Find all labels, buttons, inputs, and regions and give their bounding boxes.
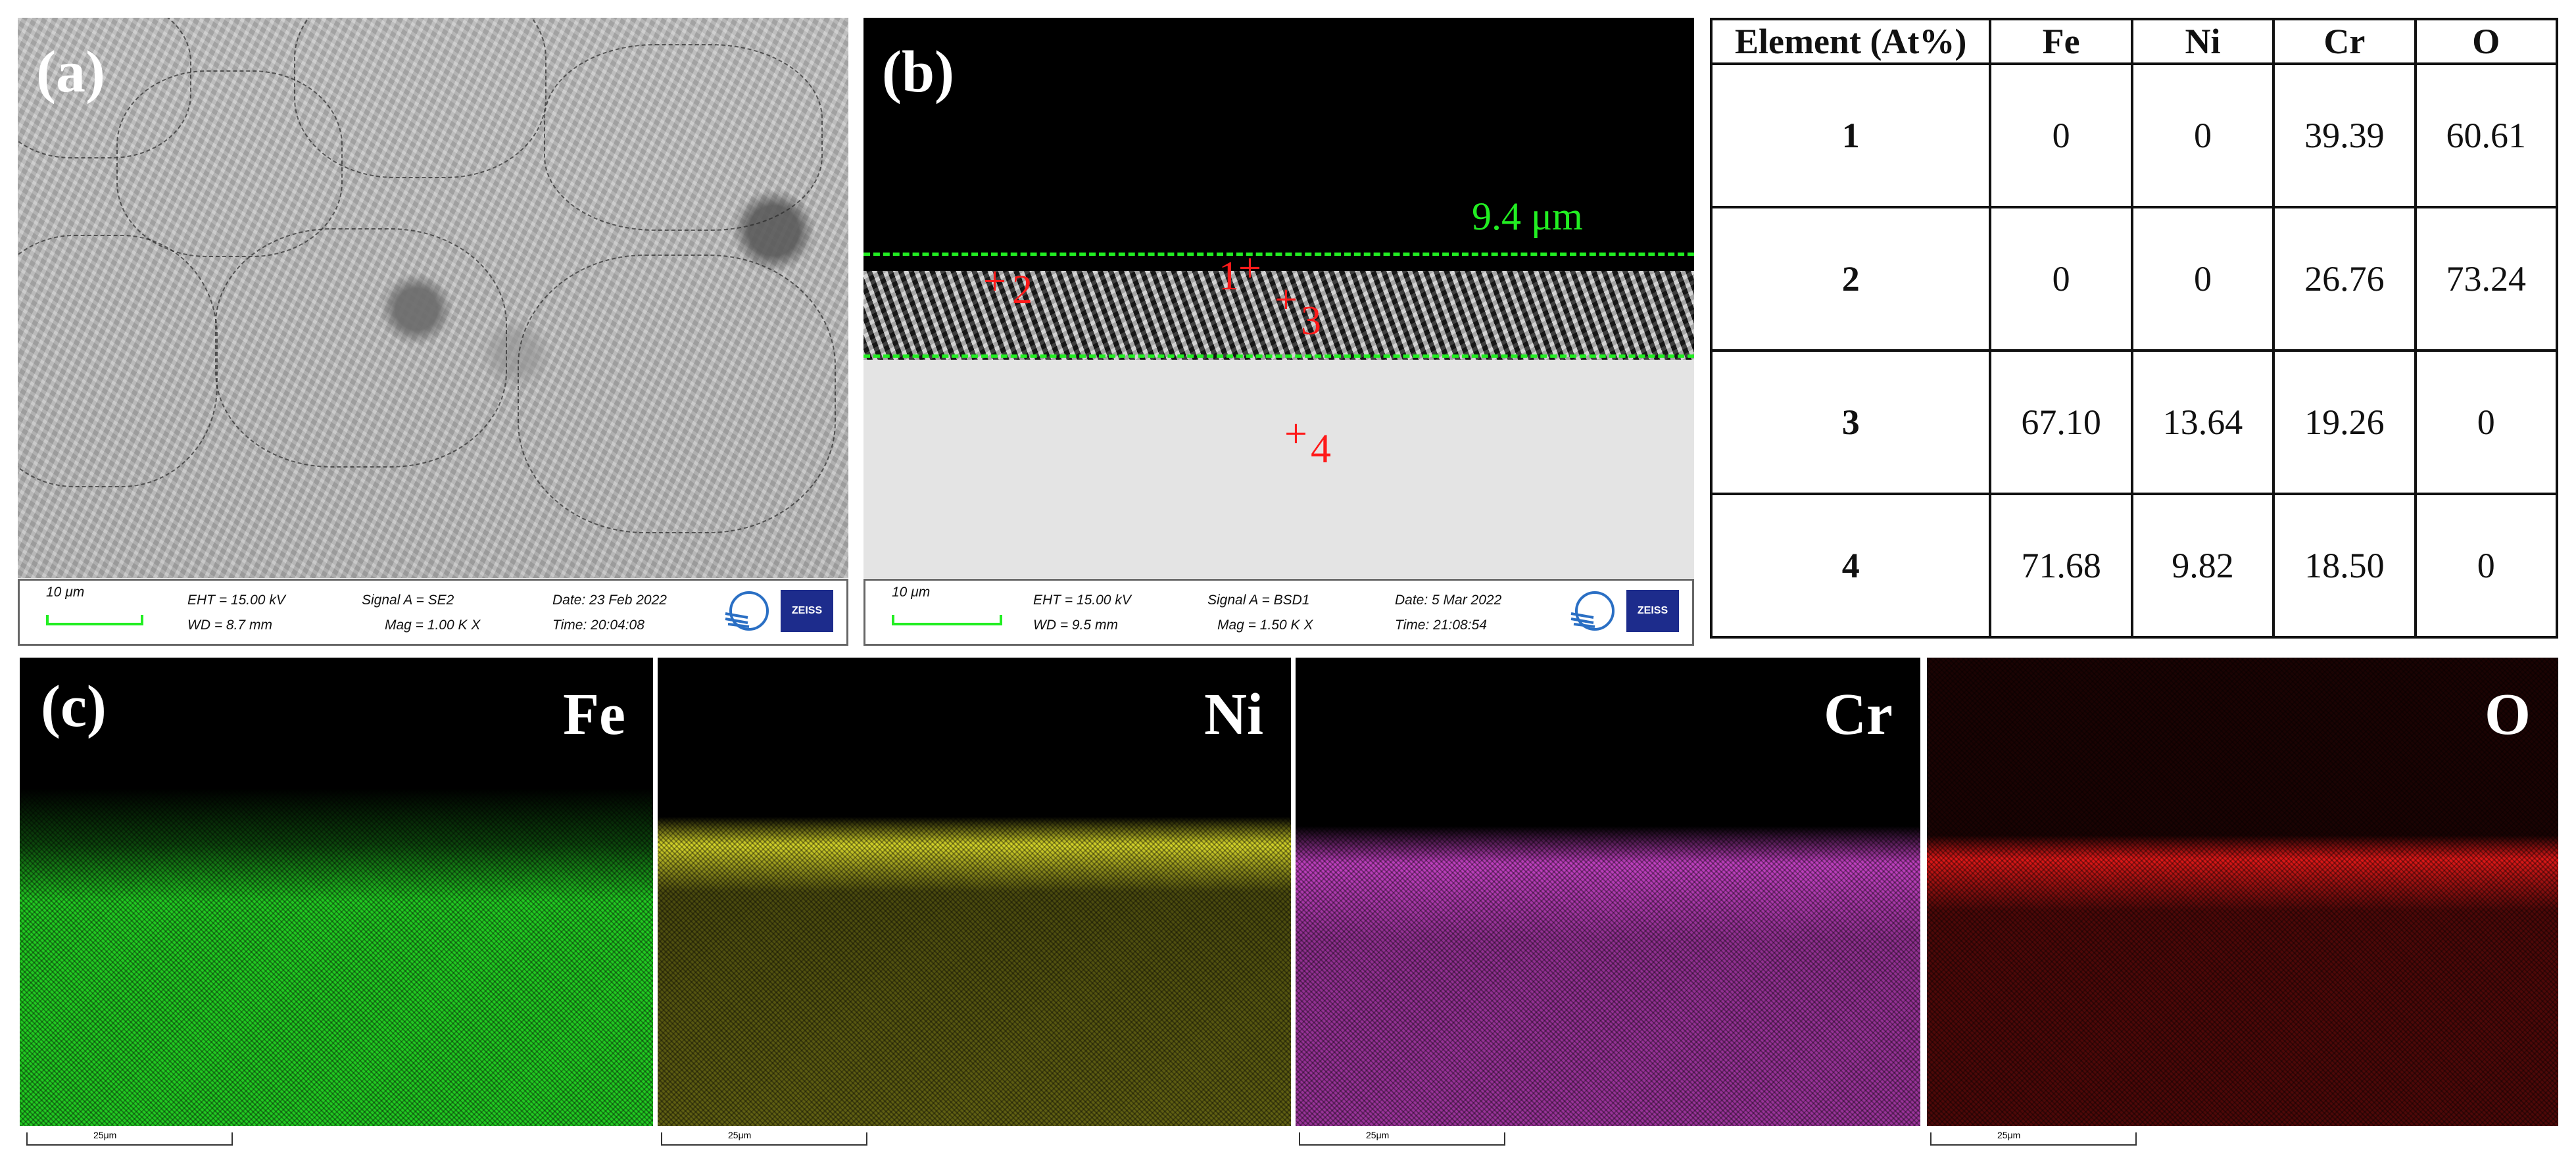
eds-map-fe: (c) Fe (20, 658, 653, 1126)
cell-cr: 26.76 (2272, 206, 2417, 352)
cell-o: 60.61 (2414, 62, 2559, 208)
date-text: Date: 5 Mar 2022 (1395, 593, 1502, 608)
oxide-layer (863, 271, 1694, 363)
grain-boundary (18, 235, 218, 487)
panel-label-b: (b) (882, 39, 954, 105)
point-label-2: 2 (1012, 268, 1033, 312)
row-id: 4 (1709, 493, 1992, 639)
header-o: O (2414, 18, 2559, 65)
eds-map-cr: Cr (1296, 658, 1920, 1126)
scale-bar (892, 615, 1002, 625)
cell-ni: 0 (2130, 62, 2275, 208)
eht-text: EHT = 15.00 kV (187, 593, 285, 608)
row-id: 3 (1709, 349, 1992, 495)
point-marker-1: + (1238, 246, 1261, 291)
header-cr: Cr (2272, 18, 2417, 65)
table-row: 1 0 0 39.39 60.61 (1709, 62, 2559, 208)
cell-ni: 0 (2130, 206, 2275, 352)
mag-text: Mag = 1.00 K X (385, 618, 481, 633)
mag-text: Mag = 1.50 K X (1217, 618, 1313, 633)
cell-o: 73.24 (2414, 206, 2559, 352)
row-id: 1 (1709, 62, 1992, 208)
sem-image-b: 9.4 μm + 2 1 + + 3 + 4 (b) (863, 18, 1694, 578)
row-id: 2 (1709, 206, 1992, 352)
date-text: Date: 23 Feb 2022 (552, 593, 667, 608)
panel-label-a: (a) (36, 39, 105, 105)
sem-info-bar-a: 10 μm EHT = 15.00 kV WD = 8.7 mm Signal … (18, 579, 848, 646)
point-marker-2: + (983, 259, 1006, 304)
eds-scale-bar-ni: 25μm (661, 1130, 867, 1146)
point-marker-4: + (1284, 412, 1307, 456)
cell-ni: 13.64 (2130, 349, 2275, 495)
cell-fe: 0 (1989, 206, 2133, 352)
cell-cr: 39.39 (2272, 62, 2417, 208)
table-row: 3 67.10 13.64 19.26 0 (1709, 349, 2559, 495)
table-header-row: Element (At%) Fe Ni Cr O (1709, 18, 2559, 65)
cell-o: 0 (2414, 349, 2559, 495)
eht-text: EHT = 15.00 kV (1033, 593, 1131, 608)
element-label-ni: Ni (1204, 682, 1263, 747)
zeiss-logo: ZEISS (781, 590, 833, 632)
header-ni: Ni (2130, 18, 2275, 65)
grain-boundary (544, 44, 823, 231)
panel-label-c: (c) (41, 674, 107, 739)
oxide-bottom-line (863, 354, 1694, 358)
element-label-cr: Cr (1824, 682, 1893, 747)
eds-map-o: O (1927, 658, 2558, 1126)
cell-ni: 9.82 (2130, 493, 2275, 639)
scale-bar (46, 615, 143, 625)
signal-text: Signal A = BSD1 (1207, 593, 1310, 608)
eds-map-ni: Ni (658, 658, 1291, 1126)
table-row: 2 0 0 26.76 73.24 (1709, 206, 2559, 352)
time-text: Time: 21:08:54 (1395, 618, 1487, 633)
eds-scale-bar-fe: 25μm (26, 1130, 233, 1146)
cell-cr: 19.26 (2272, 349, 2417, 495)
cell-fe: 71.68 (1989, 493, 2133, 639)
cell-fe: 0 (1989, 62, 2133, 208)
point-label-1: 1 (1219, 254, 1239, 299)
element-label-o: O (2484, 682, 2531, 747)
cell-cr: 18.50 (2272, 493, 2417, 639)
cell-fe: 67.10 (1989, 349, 2133, 495)
institution-logo (725, 591, 769, 631)
institution-logo (1570, 591, 1615, 631)
grain-boundary (215, 228, 507, 468)
point-marker-3: + (1275, 278, 1298, 322)
wd-text: WD = 8.7 mm (187, 618, 272, 633)
scale-label: 10 μm (892, 585, 931, 600)
grain-boundary (294, 18, 547, 178)
wd-text: WD = 9.5 mm (1033, 618, 1118, 633)
eds-scale-bar-cr: 25μm (1299, 1130, 1505, 1146)
header-fe: Fe (1989, 18, 2133, 65)
grain-boundary (518, 255, 836, 533)
composition-table: Element (At%) Fe Ni Cr O 1 0 0 39.39 60.… (1709, 18, 2559, 639)
point-label-3: 3 (1301, 299, 1321, 343)
cell-o: 0 (2414, 493, 2559, 639)
composition-table-container: Element (At%) Fe Ni Cr O 1 0 0 39.39 60.… (1709, 18, 2559, 639)
sem-image-a: (a) (18, 18, 848, 578)
point-label-4: 4 (1311, 427, 1331, 472)
element-label-fe: Fe (563, 682, 625, 747)
zeiss-logo: ZEISS (1626, 590, 1679, 632)
header-element: Element (At%) (1709, 18, 1992, 65)
table-row: 4 71.68 9.82 18.50 0 (1709, 493, 2559, 639)
scale-label: 10 μm (46, 585, 85, 600)
time-text: Time: 20:04:08 (552, 618, 644, 633)
thickness-label: 9.4 μm (1472, 195, 1583, 238)
sem-info-bar-b: 10 μm EHT = 15.00 kV WD = 9.5 mm Signal … (863, 579, 1694, 646)
oxide-top-line (863, 253, 1694, 256)
eds-scale-bar-o: 25μm (1930, 1130, 2137, 1146)
signal-text: Signal A = SE2 (362, 593, 454, 608)
substrate-region (863, 360, 1694, 578)
